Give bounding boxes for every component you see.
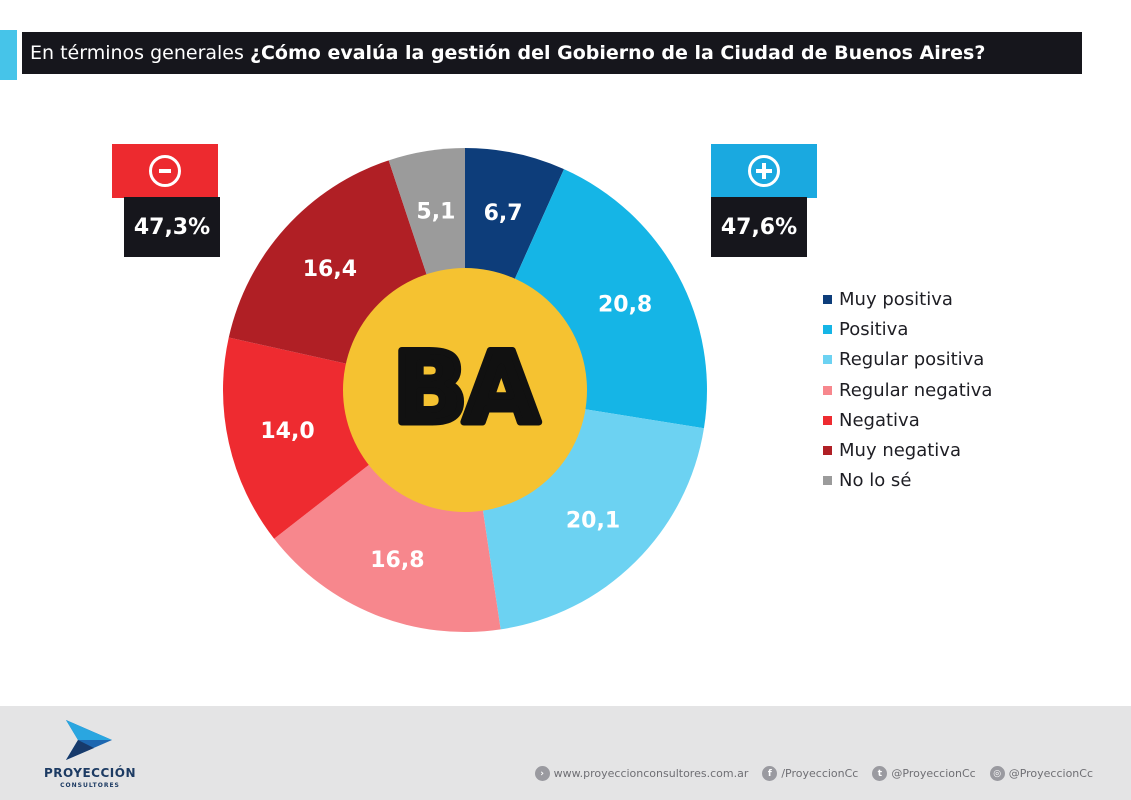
positive-total: 47,6% bbox=[711, 197, 807, 257]
legend-swatch bbox=[823, 355, 832, 365]
facebook-icon: f bbox=[762, 766, 778, 781]
legend-item: Muy positiva bbox=[823, 284, 992, 314]
legend-label: Positiva bbox=[839, 318, 909, 340]
brand-subtitle: CONSULTORES bbox=[60, 782, 120, 789]
footer-contact-text: /ProyeccionCc bbox=[781, 767, 859, 780]
legend-swatch bbox=[823, 415, 832, 425]
slice-value-label: 6,7 bbox=[484, 201, 523, 226]
legend-item: Muy negativa bbox=[823, 435, 992, 465]
center-circle bbox=[343, 268, 587, 512]
chart-title: En términos generales ¿Cómo evalúa la ge… bbox=[22, 32, 1082, 74]
slice-value-label: 5,1 bbox=[416, 199, 455, 224]
proyeccion-logo: PROYECCIÓN CONSULTORES bbox=[36, 718, 146, 794]
footer-contact-text: @ProyeccionCc bbox=[891, 767, 976, 780]
slice-value-label: 20,1 bbox=[566, 508, 620, 533]
legend-label: Muy negativa bbox=[839, 440, 961, 462]
legend-item: Positiva bbox=[823, 314, 992, 344]
footer-contacts: › www.proyeccionconsultores.com.ar f/Proye… bbox=[521, 766, 1093, 781]
twitter-icon: t bbox=[872, 766, 888, 781]
title-prefix: En términos generales bbox=[30, 42, 244, 64]
negative-total: 47,3% bbox=[124, 197, 220, 257]
brand-name: PROYECCIÓN bbox=[43, 766, 137, 780]
positive-badge bbox=[711, 144, 817, 198]
slice-value-label: 16,4 bbox=[303, 257, 357, 282]
legend-label: Regular negativa bbox=[839, 379, 993, 401]
footer-contact-text: @ProyeccionCc bbox=[1008, 767, 1093, 780]
slice-value-label: 16,8 bbox=[370, 548, 424, 573]
minus-icon bbox=[149, 155, 181, 187]
legend-item: No lo sé bbox=[823, 466, 992, 496]
footer-contact-link[interactable]: t @ProyeccionCc bbox=[872, 766, 976, 781]
footer-contact-link[interactable]: ◎ @ProyeccionCc bbox=[989, 766, 1093, 781]
legend-swatch bbox=[823, 324, 832, 334]
logo-arrow-icon bbox=[66, 720, 112, 760]
legend-swatch bbox=[823, 446, 832, 456]
footer-contact-link[interactable]: › www.proyeccionconsultores.com.ar bbox=[534, 766, 749, 781]
slice-value-label: 14,0 bbox=[260, 419, 314, 444]
slice-value-label: 20,8 bbox=[598, 293, 652, 318]
legend-label: No lo sé bbox=[839, 470, 912, 492]
legend-item: Regular positiva bbox=[823, 345, 992, 375]
title-accent-bar bbox=[0, 30, 17, 80]
legend-swatch bbox=[823, 476, 832, 486]
instagram-icon: ◎ bbox=[989, 766, 1005, 781]
ba-logo-text: BA bbox=[393, 332, 540, 446]
legend-item: Negativa bbox=[823, 405, 992, 435]
footer: PROYECCIÓN CONSULTORES › www.proyeccionco… bbox=[0, 706, 1131, 800]
arrow-circle-icon: › bbox=[534, 766, 550, 781]
ba-logo: BA bbox=[389, 329, 547, 450]
legend-label: Regular positiva bbox=[839, 349, 985, 371]
title-question: ¿Cómo evalúa la gestión del Gobierno de … bbox=[249, 42, 986, 64]
legend-label: Muy positiva bbox=[839, 288, 953, 310]
chart-legend: Muy positiva Positiva Regular positiva Regu… bbox=[823, 284, 992, 496]
legend-item: Regular negativa bbox=[823, 375, 992, 405]
legend-swatch bbox=[823, 385, 832, 395]
legend-label: Negativa bbox=[839, 409, 920, 431]
donut-chart: 6,7 20,8 20,1 16,8 14,0 16,4 5,1 BA bbox=[223, 148, 707, 632]
negative-badge bbox=[112, 144, 218, 198]
footer-contact-text: www.proyeccionconsultores.com.ar bbox=[553, 767, 749, 780]
plus-icon bbox=[748, 155, 780, 187]
legend-swatch bbox=[823, 294, 832, 304]
footer-contact-link[interactable]: f/ProyeccionCc bbox=[762, 766, 858, 781]
